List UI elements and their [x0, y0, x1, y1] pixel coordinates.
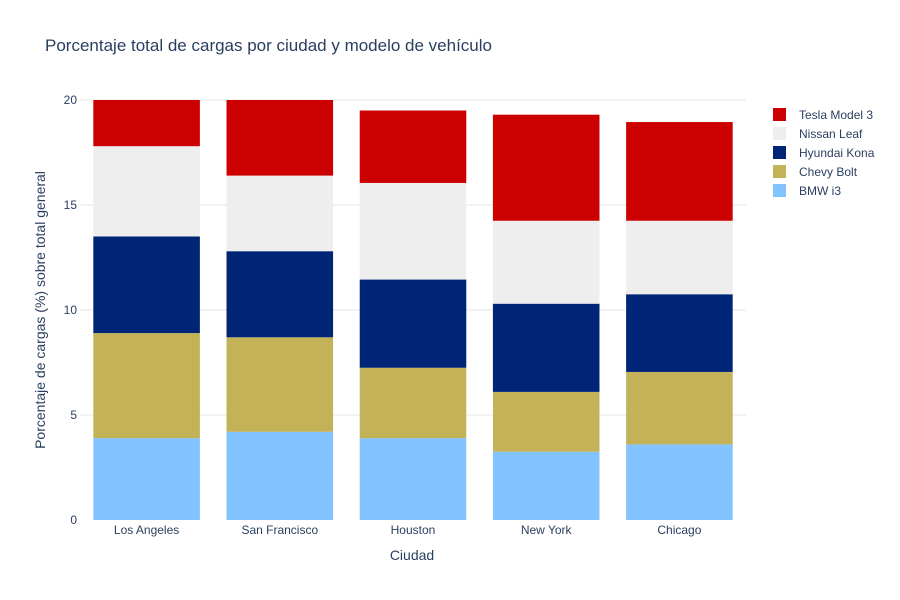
legend[interactable]: Tesla Model 3 Nissan Leaf Hyundai Kona Chev…	[773, 108, 875, 198]
legend-item[interactable]: Tesla Model 3	[773, 108, 873, 122]
bar-segment-nissan-leaf[interactable]	[492, 220, 600, 304]
bar-segment-hyundai-kona[interactable]	[626, 294, 733, 372]
legend-item[interactable]: Nissan Leaf	[773, 127, 863, 141]
bar-segment-tesla-model-3[interactable]	[492, 114, 600, 221]
bar-segment-tesla-model-3[interactable]	[93, 100, 200, 147]
bar-segment-bmw-i3[interactable]	[492, 451, 600, 520]
bar-segment-hyundai-kona[interactable]	[492, 303, 600, 392]
bar-segment-nissan-leaf[interactable]	[93, 146, 200, 237]
bar-segment-chevy-bolt[interactable]	[626, 371, 733, 445]
bar-segment-bmw-i3[interactable]	[359, 438, 467, 520]
legend-swatch	[773, 108, 786, 121]
bar-segment-nissan-leaf[interactable]	[359, 182, 467, 280]
legend-swatch	[773, 127, 786, 140]
legend-swatch	[773, 146, 786, 159]
legend-swatch	[773, 165, 786, 178]
bar-segment-bmw-i3[interactable]	[93, 438, 200, 520]
bar-segment-hyundai-kona[interactable]	[359, 279, 467, 368]
legend-label: Nissan Leaf	[799, 127, 863, 141]
x-axis-title: Ciudad	[390, 547, 434, 563]
x-tick-label: New York	[521, 523, 573, 537]
bar-segment-chevy-bolt[interactable]	[359, 367, 467, 439]
legend-item[interactable]: Chevy Bolt	[773, 165, 858, 179]
x-tick-label: San Francisco	[241, 523, 318, 537]
y-tick-label: 5	[70, 408, 77, 422]
bar-segment-nissan-leaf[interactable]	[626, 220, 733, 295]
legend-item[interactable]: BMW i3	[773, 184, 841, 198]
bar-segment-tesla-model-3[interactable]	[626, 122, 733, 221]
bar-segment-chevy-bolt[interactable]	[492, 391, 600, 452]
y-tick-label: 0	[70, 513, 77, 527]
x-tick-label: Houston	[391, 523, 436, 537]
x-tick-label: Chicago	[657, 523, 701, 537]
bar-segment-tesla-model-3[interactable]	[226, 100, 334, 176]
y-tick-label: 15	[64, 198, 78, 212]
y-tick-label: 20	[64, 93, 78, 107]
x-axis-ticks: Los Angeles San Francisco Houston New York C…	[114, 523, 702, 537]
legend-label: Tesla Model 3	[799, 108, 873, 122]
legend-label: BMW i3	[799, 184, 841, 198]
bar-segment-chevy-bolt[interactable]	[93, 333, 200, 439]
bar-segment-hyundai-kona[interactable]	[93, 236, 200, 334]
bar-segment-tesla-model-3[interactable]	[359, 110, 467, 183]
chart-title: Porcentaje total de cargas por ciudad y …	[45, 36, 492, 55]
legend-swatch	[773, 184, 786, 197]
y-axis-title: Porcentaje de cargas (%) sobre total gen…	[32, 171, 48, 449]
legend-label: Hyundai Kona	[799, 146, 875, 160]
bars	[93, 100, 733, 520]
bar-segment-chevy-bolt[interactable]	[226, 337, 334, 432]
bar-segment-hyundai-kona[interactable]	[226, 251, 334, 338]
y-tick-label: 10	[64, 303, 78, 317]
bar-segment-bmw-i3[interactable]	[226, 431, 334, 520]
bar-segment-nissan-leaf[interactable]	[226, 175, 334, 252]
bar-segment-bmw-i3[interactable]	[626, 444, 733, 520]
legend-label: Chevy Bolt	[799, 165, 858, 179]
y-axis-ticks: 0 5 10 15 20	[64, 93, 78, 527]
legend-item[interactable]: Hyundai Kona	[773, 146, 875, 160]
x-tick-label: Los Angeles	[114, 523, 179, 537]
